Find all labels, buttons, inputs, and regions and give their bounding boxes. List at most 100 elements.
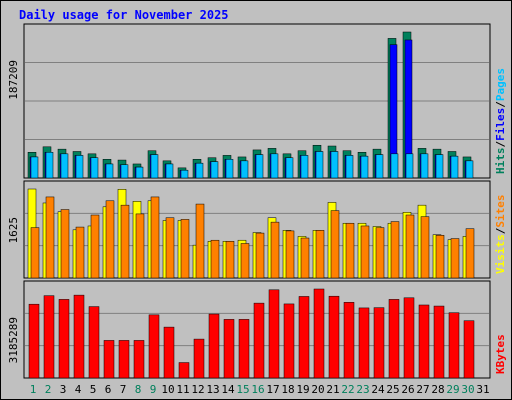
x-tick-label: 7 xyxy=(120,383,127,396)
pages-bar xyxy=(225,159,234,179)
kbytes-bar xyxy=(238,319,250,379)
pages-bar xyxy=(420,153,429,179)
kbytes-bar xyxy=(28,303,40,379)
pages-bar xyxy=(150,154,159,179)
kbytes-bar xyxy=(313,288,325,379)
pages-bar xyxy=(240,160,249,179)
y-max-label: 3185289 xyxy=(7,317,20,363)
pages-bar xyxy=(270,153,279,179)
x-tick-label: 3 xyxy=(60,383,67,396)
kbytes-bar xyxy=(178,362,190,379)
sites-bar xyxy=(45,196,55,279)
kbytes-bar xyxy=(103,340,115,379)
x-tick-label: 11 xyxy=(176,383,189,396)
sites-bar xyxy=(375,227,385,279)
pages-bar xyxy=(345,155,354,179)
x-tick-label: 17 xyxy=(266,383,279,396)
sites-bar xyxy=(105,200,115,279)
kbytes-bar xyxy=(343,302,355,379)
sites-bar xyxy=(195,203,205,279)
sites-bar xyxy=(420,216,430,279)
pages-bar xyxy=(105,163,114,179)
kbytes-bar xyxy=(388,299,400,379)
kbytes-bar xyxy=(283,303,295,379)
x-tick-label: 8 xyxy=(135,383,142,396)
x-tick-label: 30 xyxy=(461,383,474,396)
sites-bar xyxy=(405,214,415,279)
legend-entry: / xyxy=(494,141,507,148)
x-tick-label: 24 xyxy=(371,383,385,396)
pages-bar xyxy=(255,154,264,179)
x-tick-label: 26 xyxy=(401,383,414,396)
x-tick-label: 10 xyxy=(161,383,174,396)
sites-bar xyxy=(465,228,475,279)
sites-bar xyxy=(435,235,445,279)
x-tick-label: 29 xyxy=(446,383,459,396)
kbytes-bar xyxy=(58,299,70,379)
sites-bar xyxy=(315,230,325,279)
chart-title: Daily usage for November 2025 xyxy=(19,8,229,22)
legend-entry: / xyxy=(494,227,507,234)
x-tick-label: 9 xyxy=(150,383,157,396)
x-tick-label: 1 xyxy=(30,383,37,396)
x-tick-label: 12 xyxy=(191,383,204,396)
pages-bar xyxy=(30,156,39,179)
kbytes-bar xyxy=(328,295,340,379)
kbytes-bar xyxy=(298,296,310,379)
x-tick-label: 18 xyxy=(281,383,294,396)
sites-bar xyxy=(270,221,280,279)
kbytes-bar xyxy=(208,313,220,379)
pages-bar xyxy=(360,155,369,179)
y-max-label: 1625 xyxy=(7,217,20,244)
pages-bar xyxy=(165,163,174,179)
pages-bar xyxy=(210,161,219,179)
x-tick-label: 16 xyxy=(251,383,264,396)
sites-bar xyxy=(120,204,130,279)
legend-entry: Visits xyxy=(494,234,507,274)
legend-label: KBytes xyxy=(494,334,507,374)
sites-bar xyxy=(180,219,190,279)
pages-bar xyxy=(135,166,144,179)
pages-bar xyxy=(450,155,459,179)
pages-bar xyxy=(60,153,69,179)
y-max-label: 187209 xyxy=(7,60,20,100)
kbytes-bar xyxy=(418,304,430,379)
kbytes-bar xyxy=(253,302,265,379)
pages-bar xyxy=(465,160,474,179)
kbytes-bar xyxy=(448,312,460,379)
x-tick-label: 13 xyxy=(206,383,219,396)
legend-entry: Sites xyxy=(494,195,507,228)
legend-entry: KBytes xyxy=(494,334,507,374)
legend-label: Hits/Files/Pages xyxy=(494,68,507,174)
kbytes-bar xyxy=(118,340,130,379)
pages-bar xyxy=(315,151,324,179)
legend-label: Visits/Sites xyxy=(494,195,507,275)
legend-entry: Files xyxy=(494,108,507,141)
kbytes-bar xyxy=(148,314,160,379)
kbytes-bar xyxy=(163,326,175,379)
kbytes-bar xyxy=(373,307,385,379)
x-tick-label: 21 xyxy=(326,383,339,396)
kbytes-bar xyxy=(133,340,145,379)
sites-bar xyxy=(90,214,100,279)
x-tick-label: 2 xyxy=(45,383,52,396)
x-tick-label: 23 xyxy=(356,383,369,396)
sites-bar xyxy=(360,225,370,279)
sites-bar xyxy=(330,210,340,279)
sites-bar xyxy=(225,241,235,279)
sites-bar xyxy=(300,237,310,279)
kbytes-bar xyxy=(43,295,55,379)
x-tick-label: 28 xyxy=(431,383,444,396)
sites-bar xyxy=(60,209,70,279)
pages-bar xyxy=(330,151,339,179)
legend-entry: Hits xyxy=(494,148,507,175)
x-tick-label: 5 xyxy=(90,383,97,396)
pages-bar xyxy=(120,164,129,179)
pages-bar xyxy=(435,154,444,179)
kbytes-bar xyxy=(268,289,280,379)
sites-bar xyxy=(75,226,85,279)
x-tick-label: 19 xyxy=(296,383,309,396)
sites-bar xyxy=(150,196,160,279)
kbytes-bar xyxy=(403,297,415,379)
